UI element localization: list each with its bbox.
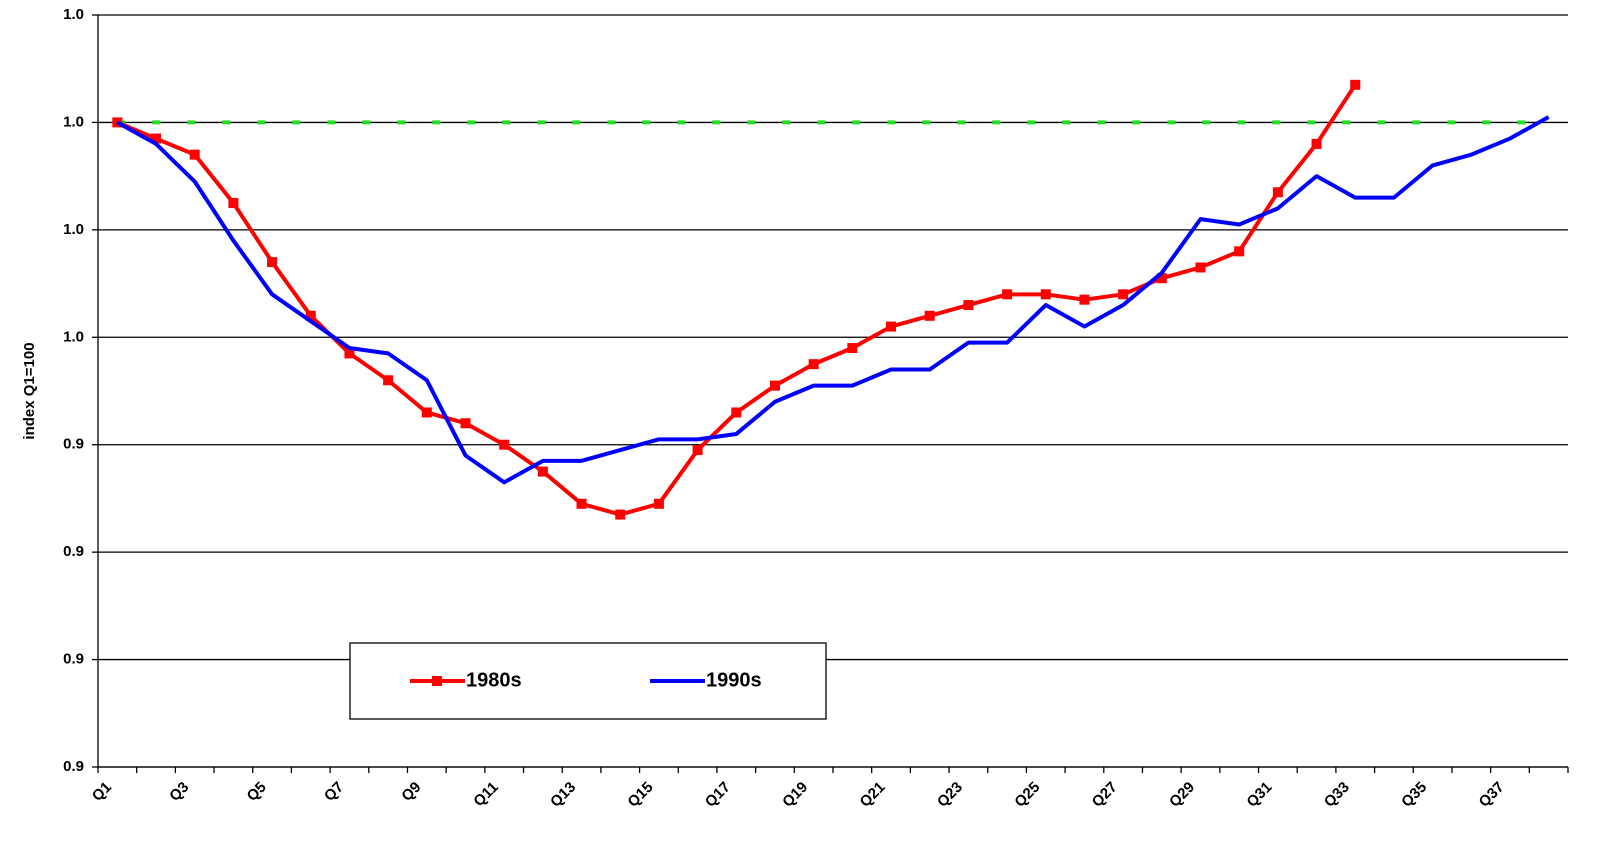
- marker: [1040, 289, 1051, 300]
- marker: [692, 445, 703, 456]
- x-tick-label: Q15: [624, 779, 656, 811]
- marker: [731, 407, 742, 418]
- marker: [267, 257, 278, 268]
- marker: [615, 509, 626, 520]
- marker: [1195, 262, 1206, 273]
- x-tick-label: Q19: [779, 779, 811, 811]
- x-tick-label: Q13: [547, 779, 579, 811]
- marker: [305, 310, 316, 321]
- marker: [1311, 138, 1322, 149]
- marker: [963, 300, 974, 311]
- x-tick-label: Q23: [934, 779, 966, 811]
- x-tick-label: Q9: [398, 779, 424, 805]
- y-tick-label: 0.9: [63, 543, 84, 560]
- y-tick-label: 0.9: [63, 758, 84, 775]
- marker: [1272, 187, 1283, 198]
- y-tick-label: 0.9: [63, 436, 84, 453]
- x-tick-label: Q29: [1166, 779, 1198, 811]
- x-tick-label: Q3: [166, 779, 192, 805]
- x-tick-label: Q17: [702, 779, 734, 811]
- series-line: [116, 115, 1550, 485]
- marker: [189, 149, 200, 160]
- marker: [886, 321, 897, 332]
- marker: [847, 343, 858, 354]
- legend-label: 1980s: [466, 669, 522, 691]
- x-tick-label: Q27: [1089, 779, 1121, 811]
- marker: [344, 348, 355, 359]
- marker: [499, 439, 510, 450]
- marker: [1234, 246, 1245, 257]
- x-tick-label: Q1: [89, 779, 115, 805]
- marker: [576, 498, 587, 509]
- marker: [1118, 289, 1129, 300]
- x-tick-label: Q7: [321, 779, 347, 805]
- marker: [1156, 273, 1167, 284]
- series-line: [116, 83, 1357, 517]
- x-tick-label: Q21: [857, 779, 889, 811]
- x-tick-label: Q35: [1398, 779, 1430, 811]
- y-tick-label: 1.0: [63, 328, 84, 345]
- marker: [228, 198, 239, 208]
- marker: [769, 380, 780, 391]
- marker: [460, 418, 471, 429]
- marker: [421, 407, 432, 418]
- marker: [383, 375, 394, 386]
- x-tick-label: Q33: [1321, 779, 1353, 811]
- y-tick-label: 1.0: [63, 6, 84, 23]
- y-tick-label: 1.0: [63, 221, 84, 238]
- legend-label: 1990s: [706, 669, 762, 691]
- x-tick-label: Q31: [1243, 779, 1275, 811]
- marker: [808, 359, 819, 370]
- marker: [653, 498, 664, 509]
- marker: [1350, 79, 1361, 90]
- x-tick-label: Q11: [470, 779, 501, 810]
- x-tick-label: Q5: [244, 779, 270, 805]
- y-tick-label: 0.9: [63, 651, 84, 668]
- marker: [151, 133, 162, 144]
- legend-marker: [432, 676, 442, 686]
- y-axis-title: index Q1=100: [21, 342, 38, 439]
- marker: [924, 310, 935, 321]
- marker: [1079, 294, 1090, 305]
- marker: [537, 466, 548, 477]
- y-tick-label: 1.0: [63, 113, 84, 130]
- marker: [1002, 289, 1013, 300]
- x-tick-label: Q37: [1476, 779, 1508, 811]
- x-tick-label: Q25: [1011, 779, 1043, 811]
